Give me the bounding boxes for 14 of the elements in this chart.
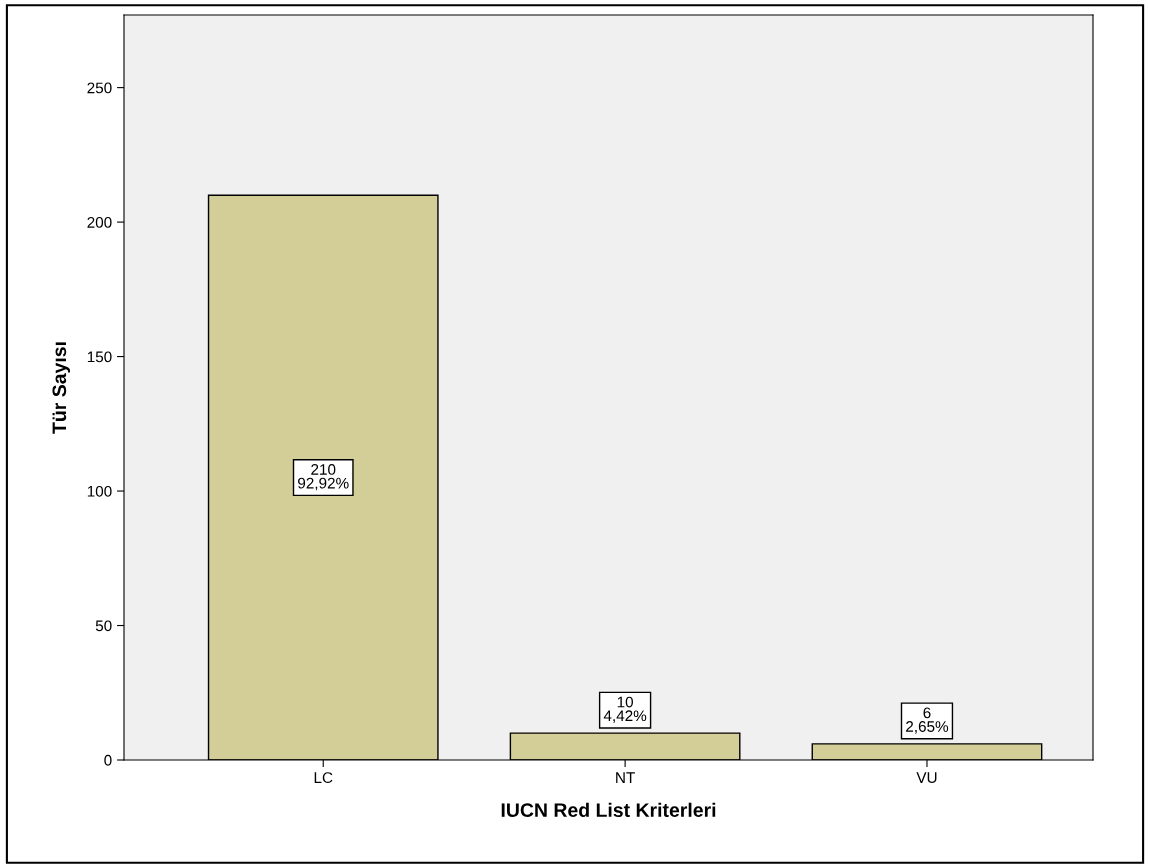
y-tick-label: 50 — [95, 620, 112, 632]
x-tick-label: VU — [916, 772, 937, 784]
x-axis-title: IUCN Red List Kriterleri — [501, 802, 716, 817]
data-label: 6 2,65% — [906, 707, 949, 734]
y-tick-label: 150 — [87, 351, 112, 363]
data-label: 210 92,92% — [298, 464, 349, 491]
data-label: 10 4,42% — [603, 696, 647, 723]
y-tick-label: 200 — [87, 216, 112, 228]
y-tick-label: 100 — [87, 485, 112, 497]
x-tick-label: NT — [616, 772, 635, 783]
y-axis-title: Tür Sayısı — [52, 342, 71, 434]
y-tick-label: 250 — [87, 82, 112, 94]
y-tick-label: 0 — [104, 754, 112, 766]
x-tick-label: LC — [314, 772, 333, 784]
